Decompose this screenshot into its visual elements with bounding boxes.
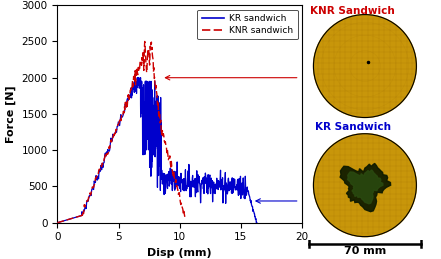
KR sandwich [205,192,210,196]
KNR sandwich [149,42,154,46]
Polygon shape [348,170,383,204]
KR sandwich [228,183,233,186]
KR sandwich [132,76,138,79]
Line: KNR sandwich: KNR sandwich [57,41,186,223]
KR sandwich [92,181,97,184]
Y-axis label: Force [N]: Force [N] [6,85,16,143]
Polygon shape [314,134,416,237]
KR sandwich [197,175,202,178]
KNR sandwich [55,221,60,224]
Text: KR Sandwich: KR Sandwich [315,121,391,132]
KNR sandwich [63,219,68,222]
KR sandwich [245,190,250,193]
KNR sandwich [86,196,91,199]
Polygon shape [314,15,416,118]
KR sandwich [77,215,82,218]
Text: KNR Sandwich: KNR Sandwich [310,6,395,16]
KR sandwich [55,221,60,224]
KR sandwich [254,221,259,224]
KNR sandwich [105,153,111,156]
Line: KR sandwich: KR sandwich [57,78,257,223]
KNR sandwich [141,69,146,72]
Legend: KR sandwich, KNR sandwich: KR sandwich, KNR sandwich [197,10,298,39]
Polygon shape [340,163,391,212]
Text: 70 mm: 70 mm [344,246,386,256]
KNR sandwich [183,217,188,220]
X-axis label: Disp (mm): Disp (mm) [147,248,212,258]
KNR sandwich [142,40,147,43]
KNR sandwich [118,117,123,120]
